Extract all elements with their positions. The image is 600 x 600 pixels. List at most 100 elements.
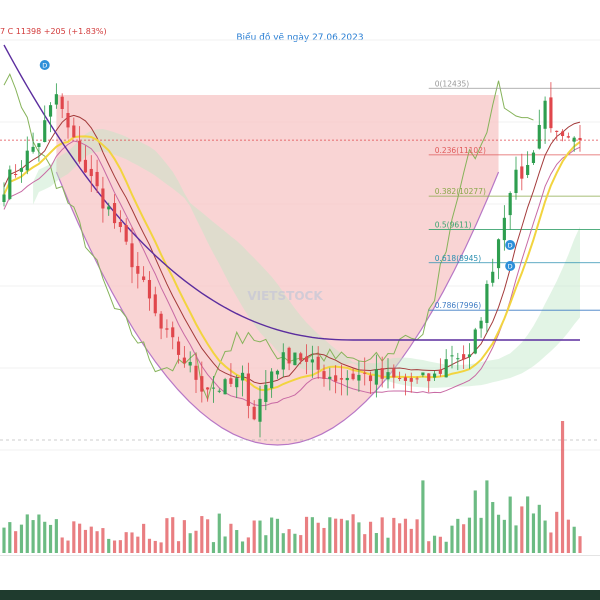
candle-body <box>37 143 41 147</box>
volume-bar <box>287 529 291 553</box>
candle-body <box>182 357 186 364</box>
volume-bar <box>421 480 425 553</box>
volume-bar <box>531 513 536 553</box>
candle-body <box>8 169 12 199</box>
candle-body <box>72 125 76 138</box>
volume-bar <box>188 533 192 553</box>
candle-body <box>275 370 280 375</box>
candle-body <box>572 137 576 142</box>
volume-bar <box>322 527 326 553</box>
candle-body <box>95 171 99 187</box>
marker-label: D <box>508 242 513 250</box>
volume-bar <box>351 514 355 553</box>
candle-body <box>130 243 134 268</box>
volume-bar <box>514 525 518 553</box>
header-change: +205 (+1.83%) <box>43 27 107 36</box>
volume-bar <box>555 511 559 553</box>
lagging-span-line <box>3 72 534 401</box>
dividend-marker: D <box>39 60 50 70</box>
candle-body <box>537 124 541 149</box>
volume-bar <box>66 540 70 553</box>
volume-bar <box>252 520 256 553</box>
volume-bar <box>60 537 64 553</box>
candle-body <box>485 283 489 323</box>
volume-bar <box>462 524 466 553</box>
volume-bar <box>14 531 18 553</box>
candle-body <box>14 173 18 175</box>
candle-body <box>409 378 413 382</box>
candle-body <box>299 353 303 361</box>
volume-bar <box>83 529 88 553</box>
volume-bar <box>537 504 541 553</box>
candle-body <box>270 371 274 389</box>
volume-bar <box>415 519 419 553</box>
candle-body <box>444 359 448 378</box>
volume-bar <box>95 531 99 553</box>
header-ticker: 7 <box>0 27 6 36</box>
volume-bar <box>194 530 198 553</box>
candle-body <box>491 271 495 283</box>
candle-body <box>240 372 245 381</box>
volume-bar <box>124 532 128 553</box>
fib-label: 0.236(11102) <box>435 146 486 155</box>
volume-bar <box>235 530 239 553</box>
candle-body <box>479 320 483 329</box>
candle-body <box>432 373 437 378</box>
volume-bar <box>112 540 117 553</box>
candle-body <box>502 217 506 241</box>
cup-pattern-area <box>56 95 499 445</box>
candle-body <box>462 354 466 360</box>
volume-bar <box>281 533 285 553</box>
fib-label: 0.618(8945) <box>435 254 481 263</box>
fib-label: 0.382(10277) <box>435 187 486 196</box>
marker-label: D <box>508 263 513 271</box>
ma-red-line <box>3 114 581 385</box>
candle-body <box>217 390 221 392</box>
volume-bar <box>357 522 361 553</box>
volume-bar <box>182 520 186 553</box>
candle-body <box>450 355 454 357</box>
candle-body <box>124 224 128 242</box>
volume-bar <box>206 519 210 553</box>
candle-body <box>281 352 285 370</box>
volume-bar <box>485 480 489 553</box>
volume-bar <box>380 517 384 553</box>
volume-bar <box>217 513 221 553</box>
volume-bar <box>159 542 163 553</box>
candle-body <box>555 130 559 132</box>
candle-body <box>54 94 58 105</box>
volume-bar <box>456 518 460 553</box>
candle-body <box>223 379 227 395</box>
volume-bar <box>246 537 250 553</box>
volume-bar <box>520 506 524 553</box>
candle-body <box>514 169 518 194</box>
volume-bar <box>2 527 6 553</box>
volume-bar <box>508 496 512 553</box>
candle-body <box>526 164 530 175</box>
volume-bar <box>142 523 146 553</box>
volume-bar <box>304 516 309 553</box>
volume-bar <box>118 540 122 553</box>
volume-bar <box>491 502 495 553</box>
candle-body <box>578 137 582 141</box>
volume-bar <box>368 521 373 553</box>
candle-body <box>322 371 326 379</box>
candle-body <box>142 276 146 280</box>
volume-bar <box>560 421 565 553</box>
volume-bar <box>200 516 204 553</box>
volume-bar <box>450 525 454 553</box>
header-close: C 11398 <box>7 27 42 36</box>
volume-bar <box>316 522 320 553</box>
volume-bar <box>293 533 297 553</box>
candle-body <box>293 352 297 366</box>
chart-date-note: Biểu đồ vẽ ngày 27.06.2023 <box>236 33 364 43</box>
fib-label: 0.786(7996) <box>435 301 481 310</box>
candle-body <box>549 97 553 129</box>
volume-bar <box>37 514 41 553</box>
candle-body <box>25 150 29 171</box>
volume-bar <box>427 541 431 553</box>
candle-body <box>456 358 460 360</box>
candle-body <box>427 373 431 382</box>
volume-bar <box>19 524 24 553</box>
